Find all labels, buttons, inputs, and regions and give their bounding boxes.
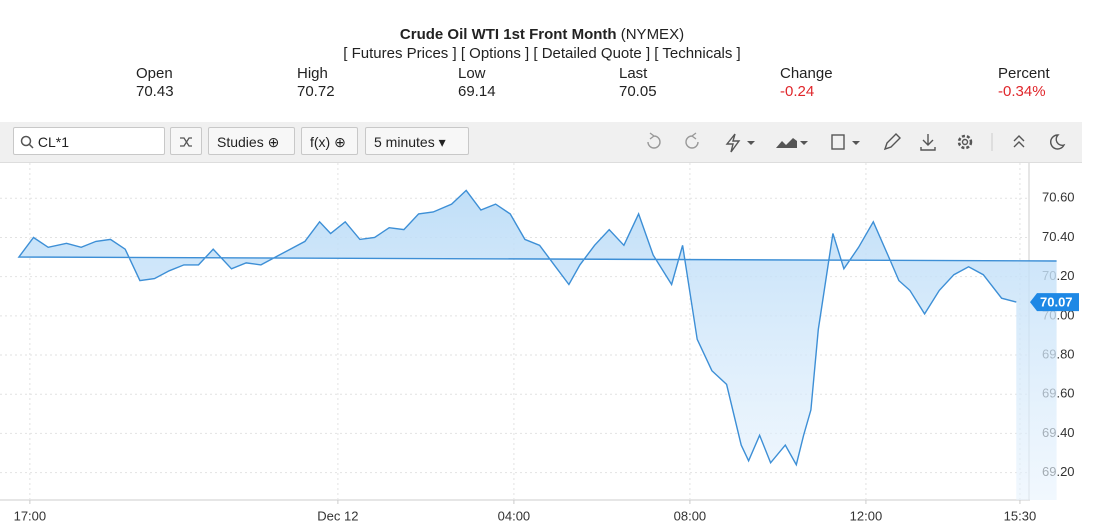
x-tick-label: Dec 12 bbox=[317, 508, 358, 523]
quote-label: Change bbox=[780, 65, 833, 82]
links: [ Futures Prices ] [ Options ] [ Detaile… bbox=[0, 45, 1084, 62]
link[interactable]: [ Futures Prices ] bbox=[343, 45, 457, 62]
x-tick-label: 15:30 bbox=[1004, 508, 1037, 523]
quote: Percent -0.34% bbox=[998, 65, 1050, 101]
quote: High 70.72 bbox=[297, 65, 335, 101]
price-line bbox=[17, 189, 1057, 467]
title-line: Crude Oil WTI 1st Front Month (NYMEX) bbox=[0, 26, 1084, 43]
symbol-input[interactable]: CL*1 bbox=[13, 127, 165, 155]
quote-label: Last bbox=[619, 65, 648, 82]
quote-label: Percent bbox=[998, 65, 1050, 82]
last-price-label: 70.07 bbox=[1040, 295, 1073, 310]
download-icon[interactable] bbox=[920, 134, 936, 151]
caret bbox=[800, 141, 808, 145]
studies-button[interactable]: Studies ⊕ bbox=[208, 127, 295, 155]
compare-button[interactable] bbox=[170, 127, 202, 155]
y-tick-label: 70.60 bbox=[1042, 190, 1075, 205]
link[interactable]: [ Options ] bbox=[460, 45, 530, 62]
toolbar: CL*1 Studies ⊕ f(x) ⊕ 5 minutes ▾ bbox=[0, 122, 1082, 163]
quote: Last 70.05 bbox=[619, 65, 657, 101]
quote-value: 70.43 bbox=[136, 83, 174, 100]
x-tick-label: 17:00 bbox=[14, 508, 47, 523]
last-price-badge bbox=[1030, 293, 1079, 312]
interval: 5 minutes bbox=[374, 134, 435, 150]
y-tick-label: 70.40 bbox=[1042, 229, 1075, 244]
interval-select[interactable]: 5 minutes ▾ bbox=[365, 127, 469, 155]
symbol: CL*1 bbox=[37, 134, 70, 150]
chart-type-icon[interactable] bbox=[776, 138, 797, 148]
title: Crude Oil WTI 1st Front Month bbox=[399, 26, 617, 43]
quote-value: 70.05 bbox=[619, 83, 657, 100]
draw-icon[interactable] bbox=[883, 133, 901, 151]
x-tick-label: 08:00 bbox=[674, 508, 707, 523]
quote-value: -0.24 bbox=[780, 83, 815, 100]
quote-value: 70.72 bbox=[297, 83, 335, 100]
template-icon[interactable] bbox=[831, 134, 845, 150]
quote-label: Low bbox=[458, 65, 486, 82]
redo-icon[interactable] bbox=[685, 132, 699, 149]
link[interactable]: [ Technicals ] bbox=[654, 45, 741, 62]
caret bbox=[852, 141, 860, 145]
tool-icons bbox=[647, 132, 1066, 153]
quote-label: High bbox=[297, 65, 328, 82]
fx-button[interactable]: f(x) ⊕ bbox=[301, 127, 358, 155]
x-tick-label: 04:00 bbox=[498, 508, 531, 523]
x-tick-label: 12:00 bbox=[850, 508, 883, 523]
theme-icon[interactable] bbox=[1050, 134, 1066, 150]
settings-icon[interactable] bbox=[957, 134, 973, 150]
quote-value: -0.34% bbox=[998, 83, 1046, 100]
studies: Studies bbox=[217, 134, 264, 150]
search-icon bbox=[20, 135, 34, 149]
quote-label: Open bbox=[136, 65, 173, 82]
collapse-icon[interactable] bbox=[1013, 135, 1025, 148]
area-fill bbox=[18, 190, 1057, 500]
compare-icon bbox=[180, 137, 192, 147]
caret bbox=[747, 141, 755, 145]
fx: f(x) bbox=[310, 134, 331, 150]
quote-value: 69.14 bbox=[458, 83, 496, 100]
link[interactable]: [ Detailed Quote ] bbox=[533, 45, 651, 62]
flash-icon[interactable] bbox=[725, 133, 741, 153]
exchange: (NYMEX) bbox=[620, 26, 685, 43]
undo-icon[interactable] bbox=[647, 132, 661, 149]
quote: Low 69.14 bbox=[458, 65, 496, 101]
quote: Open 70.43 bbox=[136, 65, 174, 101]
quote: Change -0.24 bbox=[780, 65, 833, 101]
settings-hub bbox=[961, 138, 969, 146]
